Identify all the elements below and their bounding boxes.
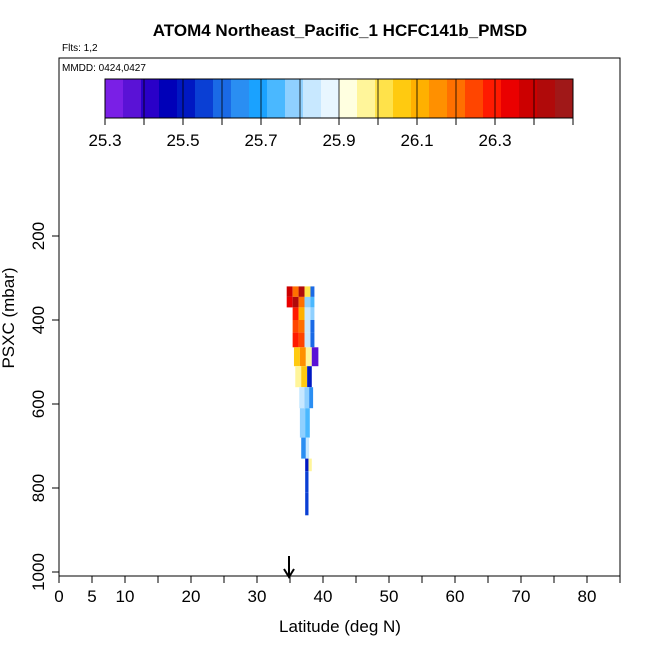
data-cell [307, 366, 312, 388]
data-cell [292, 286, 299, 297]
colorbar-tick-label: 26.1 [400, 131, 433, 150]
data-cell [310, 286, 315, 297]
colorbar-swatch [429, 79, 448, 118]
data-cell [305, 458, 309, 472]
data-cell [304, 320, 311, 333]
colorbar-swatch [411, 79, 430, 118]
y-tick-label: 600 [29, 390, 48, 418]
colorbar-swatch [483, 79, 502, 118]
data-cell [292, 332, 299, 348]
data-cell [304, 286, 311, 297]
data-cell [298, 307, 305, 320]
data-cell [292, 320, 299, 333]
latitude-arrow-marker [283, 556, 295, 579]
x-tick-label: 50 [380, 587, 399, 606]
colorbar-swatch [519, 79, 538, 118]
data-cell [310, 307, 315, 320]
x-tick-label: 10 [116, 587, 135, 606]
colorbar-swatch [321, 79, 340, 118]
colorbar-tick-label: 25.3 [88, 131, 121, 150]
data-cell [295, 366, 302, 388]
y-tick-label: 400 [29, 306, 48, 334]
flights-label: Flts: 1,2 [62, 43, 98, 54]
data-cell [299, 387, 305, 409]
data-cell [310, 332, 315, 348]
y-axis-label: PSXC (mbar) [0, 267, 18, 368]
colorbar-swatch [267, 79, 286, 118]
data-cell [298, 296, 305, 308]
data-cell [310, 296, 315, 308]
colorbar-tick-label: 25.5 [166, 131, 199, 150]
x-tick-label: 5 [87, 587, 96, 606]
chart-title: ATOM4 Northeast_Pacific_1 HCFC141b_PMSD [153, 21, 527, 40]
data-cell [304, 332, 311, 348]
colorbar-tick-label: 25.9 [322, 131, 355, 150]
data-cell [304, 307, 311, 320]
x-tick-label: 60 [446, 587, 465, 606]
colorbar-swatch [195, 79, 214, 118]
data-cell [309, 387, 314, 409]
data-cell [304, 387, 310, 409]
data-cell [286, 286, 293, 297]
data-cell [286, 296, 293, 308]
colorbar-swatch [303, 79, 322, 118]
x-tick-label: 80 [578, 587, 597, 606]
colorbar-swatch [375, 79, 394, 118]
colorbar-swatch [393, 79, 412, 118]
x-tick-label: 0 [54, 587, 63, 606]
x-axis-label: Latitude (deg N) [279, 617, 401, 636]
dates-label: MMDD: 0424,0427 [62, 63, 146, 74]
colorbar-swatch [105, 79, 124, 118]
x-axis: 0 5 10 20 30 40 50 60 70 80 [54, 576, 621, 606]
x-tick-label: 30 [248, 587, 267, 606]
data-cells [286, 286, 319, 516]
data-cell [308, 458, 312, 472]
data-cell [299, 347, 306, 367]
data-cell [293, 347, 300, 367]
colorbar-swatch [231, 79, 250, 118]
colorbar-swatch [141, 79, 160, 118]
data-cell [305, 347, 312, 367]
x-tick-label: 70 [512, 587, 531, 606]
colorbar-swatch [285, 79, 304, 118]
colorbar-swatch [555, 79, 574, 118]
colorbar-swatch [249, 79, 268, 118]
colorbar-tick-label: 26.3 [478, 131, 511, 150]
data-cell [299, 408, 306, 438]
colorbar-swatch [501, 79, 520, 118]
data-cell [298, 286, 305, 297]
colorbar-tick-label: 25.7 [244, 131, 277, 150]
data-cell [301, 366, 308, 388]
colorbar-swatch [357, 79, 376, 118]
data-cell [305, 492, 309, 516]
data-cell [305, 408, 310, 438]
arrow-head [283, 568, 295, 579]
data-cell [292, 307, 299, 320]
data-cell [305, 437, 310, 459]
x-tick-label: 20 [182, 587, 201, 606]
data-cell [298, 320, 305, 333]
colorbar-swatch [465, 79, 484, 118]
data-cell [298, 332, 305, 348]
data-cell [310, 320, 315, 333]
colorbar-swatch [159, 79, 178, 118]
colorbar-swatch [537, 79, 556, 118]
x-tick-label: 40 [314, 587, 333, 606]
colorbar-swatch [339, 79, 358, 118]
data-cell [304, 296, 311, 308]
y-tick-label: 1000 [29, 553, 48, 591]
colorbar-swatch [123, 79, 142, 118]
plot-frame [58, 57, 621, 577]
y-tick-label: 200 [29, 222, 48, 250]
y-tick-label: 800 [29, 474, 48, 502]
data-cell [311, 347, 319, 367]
colorbar-swatch [177, 79, 196, 118]
data-cell [305, 471, 309, 493]
colorbar: 25.3 25.5 25.7 25.9 26.1 26.3 [88, 78, 574, 150]
data-cell [301, 437, 306, 459]
y-axis: 200 400 600 800 1000 [29, 222, 59, 591]
data-cell [292, 296, 299, 308]
